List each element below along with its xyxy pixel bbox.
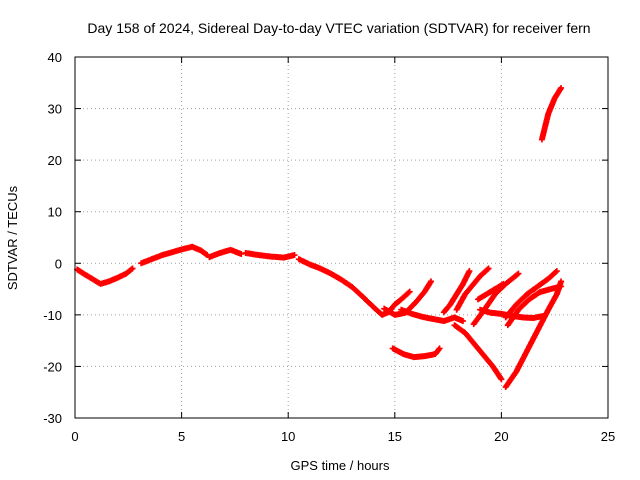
series-track-14 xyxy=(474,280,507,303)
data-point xyxy=(484,266,491,273)
data-point xyxy=(558,278,565,285)
series-track-2 xyxy=(138,243,211,267)
plot-frame xyxy=(74,56,609,419)
x-tick-label: 25 xyxy=(601,429,615,444)
data-point xyxy=(498,376,505,383)
data-markers xyxy=(74,84,565,391)
data-point xyxy=(129,265,136,272)
y-tick-label: 40 xyxy=(48,50,62,65)
y-tick-label: 20 xyxy=(48,153,62,168)
series-track-13 xyxy=(470,270,522,328)
series-track-9 xyxy=(440,268,473,316)
data-point xyxy=(405,289,412,296)
x-tick-label: 0 xyxy=(71,429,78,444)
data-point xyxy=(485,265,492,272)
y-tick-label: 30 xyxy=(48,102,62,117)
series-track-7 xyxy=(398,306,467,325)
data-point xyxy=(466,268,473,275)
axis-ticks xyxy=(74,56,609,419)
data-point xyxy=(291,252,298,259)
series-track-4 xyxy=(242,249,298,261)
series-track-18 xyxy=(538,84,565,143)
y-axis-label: SDTVAR / TECUs xyxy=(5,185,20,290)
y-tick-label: -20 xyxy=(43,359,62,374)
data-point xyxy=(435,346,442,353)
x-tick-label: 5 xyxy=(178,429,185,444)
chart-title: Day 158 of 2024, Sidereal Day-to-day VTE… xyxy=(87,20,590,36)
series-track-10 xyxy=(451,322,505,383)
series-track-15 xyxy=(502,268,560,321)
x-tick-label: 20 xyxy=(494,429,508,444)
data-point xyxy=(514,271,521,278)
x-tick-label: 10 xyxy=(281,429,295,444)
data-point xyxy=(128,266,135,273)
x-tick-label: 15 xyxy=(388,429,402,444)
series-track-5 xyxy=(295,256,413,318)
series-track-8 xyxy=(389,345,443,361)
data-point xyxy=(428,278,435,285)
data-point xyxy=(460,318,467,325)
data-point xyxy=(515,270,522,277)
series-track-1 xyxy=(74,265,136,287)
series-track-11 xyxy=(453,265,492,313)
x-axis-label: GPS time / hours xyxy=(291,458,390,473)
series-track-3 xyxy=(206,246,245,261)
data-point xyxy=(553,268,560,275)
y-tick-label: 10 xyxy=(48,205,62,220)
data-point xyxy=(552,268,559,275)
grid-lines xyxy=(75,57,608,418)
y-tick-label: 0 xyxy=(55,256,62,271)
data-point xyxy=(436,345,443,352)
tick-labels: 0 5 10 15 20 25 -30 -20 -10 0 10 20 30 40 xyxy=(43,50,615,444)
data-point xyxy=(558,84,565,91)
series-track-17 xyxy=(502,278,565,391)
data-point xyxy=(238,251,245,258)
data-point xyxy=(406,288,413,295)
y-tick-label: -30 xyxy=(43,411,62,426)
data-point xyxy=(500,280,507,287)
y-tick-label: -10 xyxy=(43,308,62,323)
